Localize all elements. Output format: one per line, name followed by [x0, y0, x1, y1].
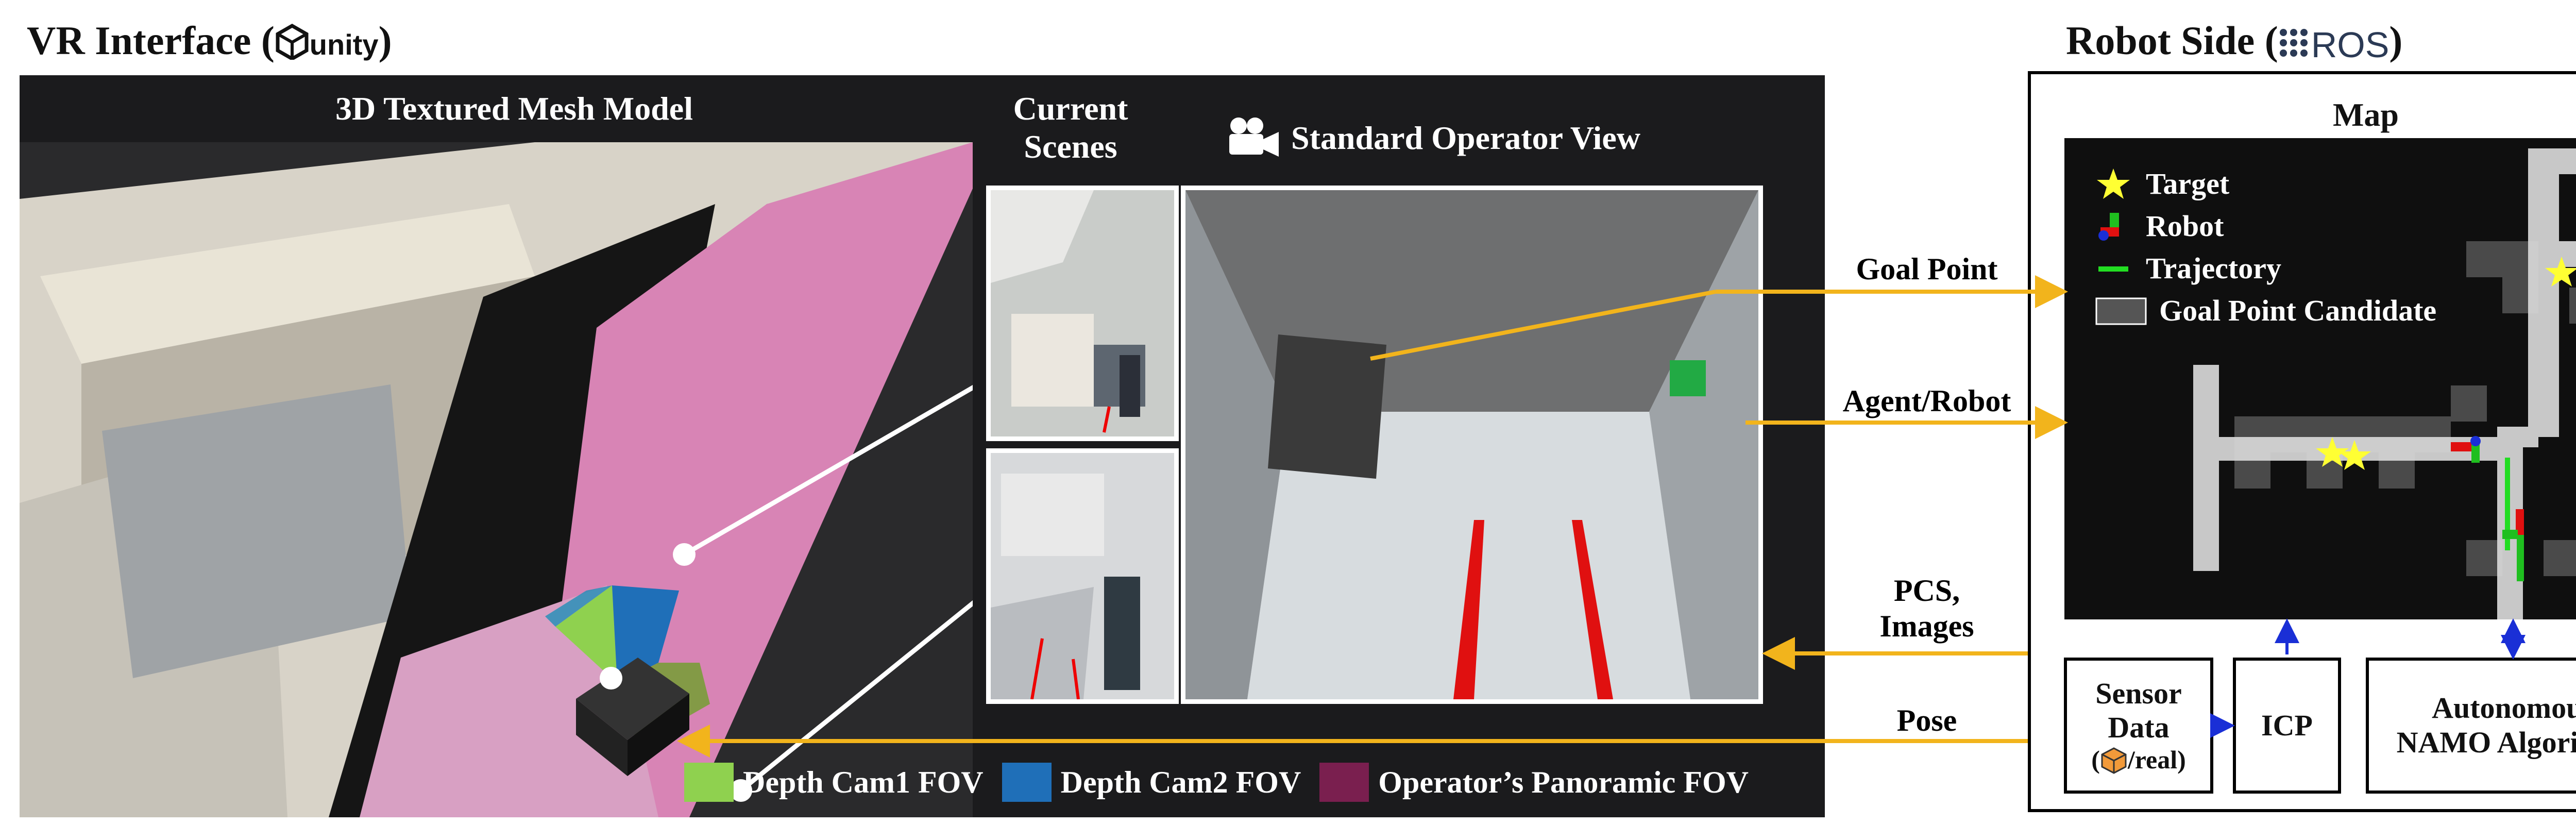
sensor-data-label: Sensor Data [2095, 676, 2182, 745]
star-icon [2097, 169, 2130, 199]
target-star-3 [2316, 437, 2349, 467]
robot-pose-2 [2502, 509, 2524, 581]
icp-block: ICP [2233, 658, 2341, 794]
legend-swatch-panoramic [1319, 763, 1369, 802]
fov-legend: Depth Cam1 FOV Depth Cam2 FOV Operator’s… [684, 763, 1749, 802]
current-scene-2 [986, 448, 1179, 704]
legend-label-cam2: Depth Cam2 FOV [1060, 765, 1301, 799]
vr-interface-title: VR Interface ( unity) [27, 21, 392, 66]
trajectory-line-icon [2098, 266, 2128, 272]
map-title: Map [2333, 96, 2399, 133]
legend-label-panoramic: Operator’s Panoramic FOV [1378, 765, 1749, 799]
legend-label-cam1: Depth Cam1 FOV [743, 765, 984, 799]
operator-view-header: Standard Operator View [1291, 120, 1640, 157]
map-legend-robot: Robot [2095, 205, 2436, 247]
mesh-model-view [20, 142, 973, 817]
map-legend: Target Robot Trajectory Goal Point Candi… [2095, 163, 2436, 332]
robot-pose-1 [2451, 436, 2481, 463]
map-canvas [2064, 138, 2576, 619]
map-legend-trajectory: Trajectory [2095, 247, 2436, 290]
unity-icon [276, 23, 309, 61]
fov-cam1 [555, 585, 617, 683]
current-scenes-header: Current Scenes [1013, 90, 1128, 165]
camera-marker-icon [600, 667, 622, 690]
fov-cam2 [612, 585, 679, 683]
pose-label: Pose [1896, 703, 1957, 737]
ros-dots-icon [2279, 29, 2308, 57]
unity-logo [275, 23, 310, 66]
operator-view-header-group: Standard Operator View [1225, 116, 1640, 160]
simulation-box-icon [2101, 747, 2127, 774]
map-legend-target: Target [2095, 163, 2436, 205]
target-star-4 [2338, 440, 2371, 470]
map-legend-candidate: Goal Point Candidate [2095, 290, 2436, 332]
legend-swatch-cam2 [1002, 763, 1052, 802]
namo-block: Autonomous NAMO Algorithm [2366, 658, 2576, 794]
occupancy-map: Target Robot Trajectory Goal Point Candi… [2064, 138, 2576, 619]
ros-logo [2278, 25, 2309, 65]
scene-1-image [991, 190, 1174, 436]
unity-label: unity [309, 28, 379, 61]
video-camera-icon [1229, 117, 1279, 157]
robot-model [576, 658, 689, 740]
operator-view-image [1185, 190, 1758, 699]
agent-robot-label: Agent/Robot [1842, 384, 2011, 418]
mesh-model-header: 3D Textured Mesh Model [335, 90, 693, 127]
standard-operator-view [1181, 186, 1763, 704]
vr-panel: 3D Textured Mesh Model Current Scenes St… [20, 75, 1825, 817]
target-star-2 [2545, 257, 2576, 287]
robot-side-title: Robot Side ( ROS) [2066, 18, 2403, 65]
current-scene-1 [986, 186, 1179, 441]
legend-swatch-cam1 [684, 763, 734, 802]
goal-point-label: Goal Point [1856, 252, 1998, 286]
ros-label: ROS [2311, 25, 2389, 65]
scene-2-image [991, 453, 1174, 699]
sensor-data-sub: ( /real) [2091, 745, 2186, 774]
candidate-square-icon [2095, 297, 2147, 325]
pcs-images-label: PCS, Images [1879, 574, 1974, 643]
mesh-model-scene [20, 142, 973, 817]
goal-point-link [1370, 290, 1716, 361]
robot-axes-icon [2098, 213, 2119, 241]
